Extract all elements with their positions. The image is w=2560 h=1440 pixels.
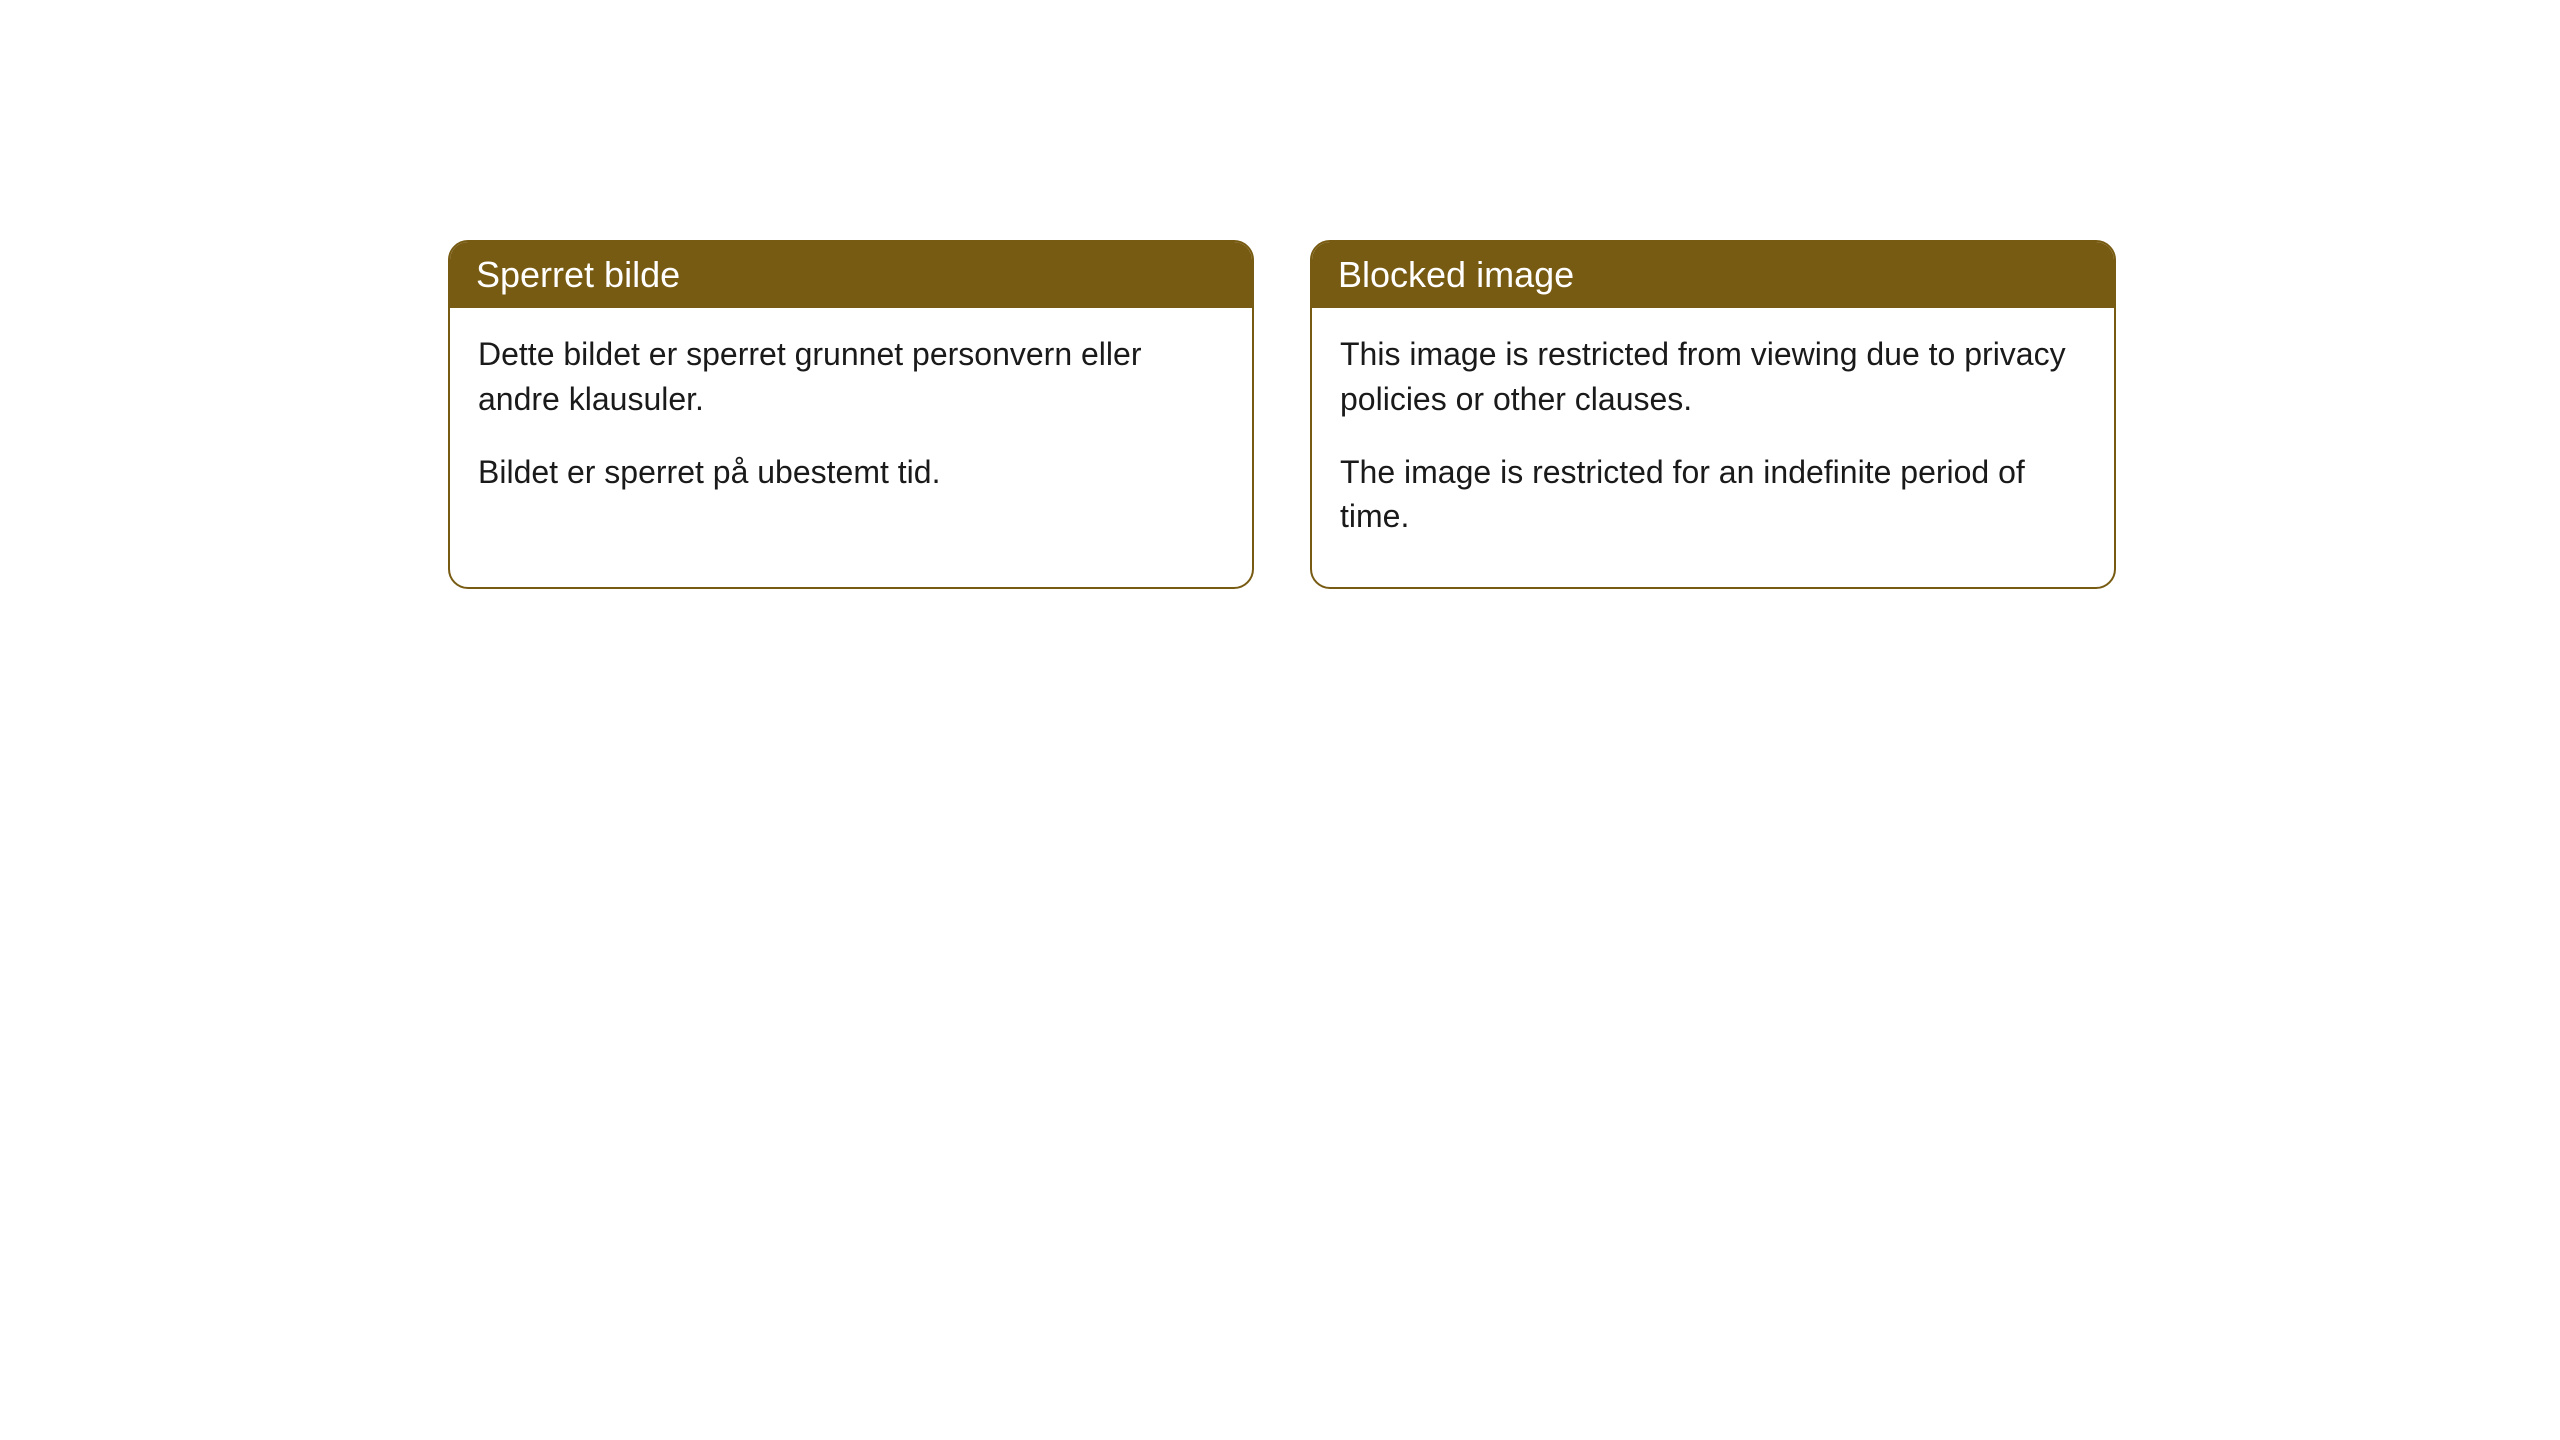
- card-body: Dette bildet er sperret grunnet personve…: [450, 308, 1252, 542]
- card-body: This image is restricted from viewing du…: [1312, 308, 2114, 587]
- card-title: Blocked image: [1312, 242, 2114, 308]
- card-title: Sperret bilde: [450, 242, 1252, 308]
- blocked-image-card-en: Blocked image This image is restricted f…: [1310, 240, 2116, 589]
- card-paragraph: The image is restricted for an indefinit…: [1340, 450, 2086, 540]
- card-paragraph: Dette bildet er sperret grunnet personve…: [478, 332, 1224, 422]
- card-paragraph: This image is restricted from viewing du…: [1340, 332, 2086, 422]
- blocked-image-card-no: Sperret bilde Dette bildet er sperret gr…: [448, 240, 1254, 589]
- cards-container: Sperret bilde Dette bildet er sperret gr…: [448, 240, 2116, 589]
- card-paragraph: Bildet er sperret på ubestemt tid.: [478, 450, 1224, 495]
